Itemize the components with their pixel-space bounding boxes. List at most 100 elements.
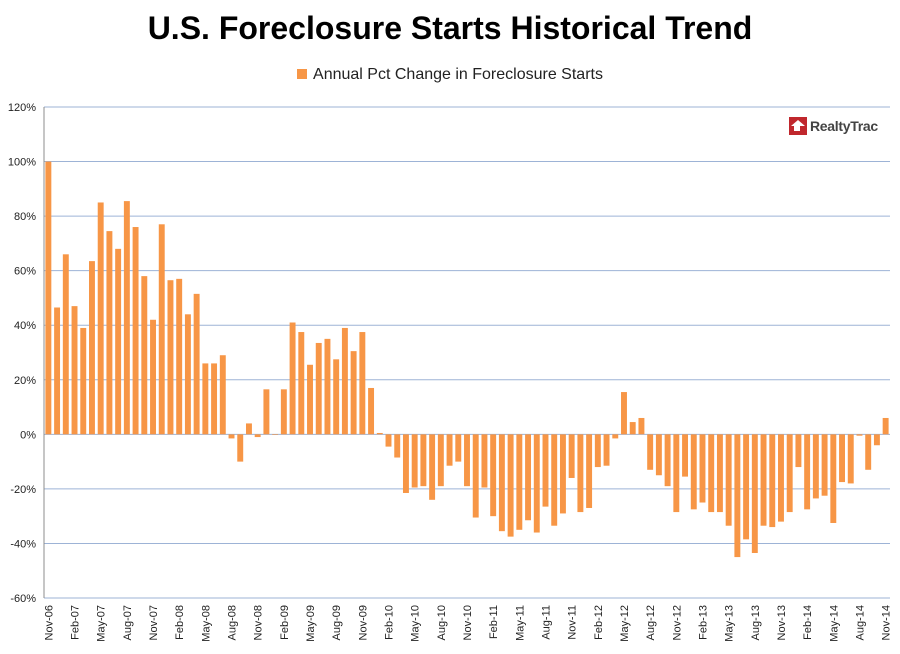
logo-text: RealtyTrac <box>810 118 878 134</box>
x-tick-label: Feb-07 <box>70 605 82 640</box>
bar <box>568 434 575 478</box>
x-tick-label: Feb-13 <box>697 605 709 640</box>
bar <box>394 434 401 458</box>
x-tick-label: Feb-09 <box>279 605 291 640</box>
bar <box>690 434 697 510</box>
x-tick-label: Aug-07 <box>122 605 134 640</box>
bar <box>542 434 549 507</box>
x-tick-label: Aug-11 <box>540 605 552 640</box>
x-tick-label: May-11 <box>514 605 526 641</box>
bar <box>699 434 706 503</box>
bar <box>89 261 95 435</box>
bar <box>516 434 523 530</box>
bar <box>751 434 758 553</box>
bar <box>455 434 462 462</box>
bar <box>873 434 880 446</box>
x-tick-label: Nov-09 <box>357 605 369 640</box>
y-tick-label: 40% <box>14 320 36 332</box>
bar <box>254 434 261 438</box>
x-tick-label: Nov-13 <box>776 605 788 640</box>
bar <box>664 434 671 487</box>
bar <box>882 417 889 435</box>
bar <box>481 434 488 488</box>
bar <box>80 327 87 435</box>
bar <box>359 332 366 435</box>
bar <box>167 280 174 435</box>
bar <box>603 434 610 466</box>
bar <box>812 434 819 499</box>
x-tick-label: May-14 <box>828 605 840 642</box>
bar <box>385 434 392 447</box>
x-tick-label: Feb-08 <box>174 605 186 640</box>
bar <box>734 434 741 558</box>
y-tick-label: -60% <box>10 593 36 605</box>
bar <box>158 224 165 435</box>
bar <box>429 434 436 500</box>
legend-label: Annual Pct Change in Foreclosure Starts <box>313 66 603 83</box>
bar <box>472 434 479 518</box>
bar <box>821 434 828 496</box>
bar <box>420 434 427 487</box>
bar <box>621 392 627 435</box>
x-tick-label: Nov-11 <box>567 605 579 640</box>
bar <box>132 227 139 435</box>
bar <box>141 276 148 435</box>
x-tick-label: Nov-10 <box>462 605 474 640</box>
bar <box>411 434 418 488</box>
x-tick-label: Nov-06 <box>43 605 55 640</box>
bar <box>725 434 732 526</box>
bar <box>263 389 270 435</box>
bar <box>71 306 78 435</box>
bar <box>219 355 226 435</box>
bar <box>778 434 784 522</box>
x-tick-label: May-09 <box>305 605 317 642</box>
bar <box>324 338 331 435</box>
bar <box>341 327 348 435</box>
bar <box>769 434 776 528</box>
bar <box>376 432 383 435</box>
bar <box>847 434 854 484</box>
y-tick-label: 100% <box>8 157 36 169</box>
bar <box>402 434 409 493</box>
x-tick-label: May-13 <box>724 605 736 642</box>
bar <box>795 434 802 468</box>
x-tick-label: May-07 <box>96 605 108 642</box>
x-tick-label: Aug-08 <box>227 605 239 640</box>
x-tick-label: Aug-14 <box>854 605 866 640</box>
x-tick-label: Feb-12 <box>593 605 605 640</box>
bar <box>655 434 662 476</box>
bar <box>507 434 514 537</box>
bar <box>211 363 218 435</box>
bar <box>760 434 767 526</box>
bar <box>612 434 619 439</box>
y-tick-label: -20% <box>10 484 36 496</box>
bar <box>743 434 750 540</box>
x-tick-label: Nov-08 <box>253 605 265 640</box>
y-tick-label: 120% <box>8 102 36 114</box>
x-tick-label: Nov-12 <box>671 605 683 640</box>
bar <box>298 332 305 435</box>
bar <box>673 434 680 513</box>
bar <box>272 434 279 435</box>
bar <box>280 389 287 435</box>
bar <box>97 202 104 435</box>
bar <box>446 434 453 466</box>
y-tick-label: 20% <box>14 375 36 387</box>
y-tick-label: 0% <box>20 429 36 441</box>
bar <box>559 434 566 514</box>
x-tick-label: Aug-13 <box>750 605 762 640</box>
x-tick-label: May-08 <box>200 605 212 642</box>
bar <box>62 254 69 435</box>
bar <box>202 363 209 435</box>
x-tick-label: Aug-10 <box>436 605 448 640</box>
bar <box>551 434 558 526</box>
bar <box>228 434 235 439</box>
chart-title: U.S. Foreclosure Starts Historical Trend <box>147 10 753 46</box>
x-tick-label: Feb-10 <box>384 605 396 640</box>
x-tick-label: May-10 <box>410 605 422 642</box>
bar <box>368 387 375 435</box>
realtytrac-logo: RealtyTrac <box>789 116 878 136</box>
y-tick-label: -40% <box>10 538 36 550</box>
bar <box>490 434 497 517</box>
